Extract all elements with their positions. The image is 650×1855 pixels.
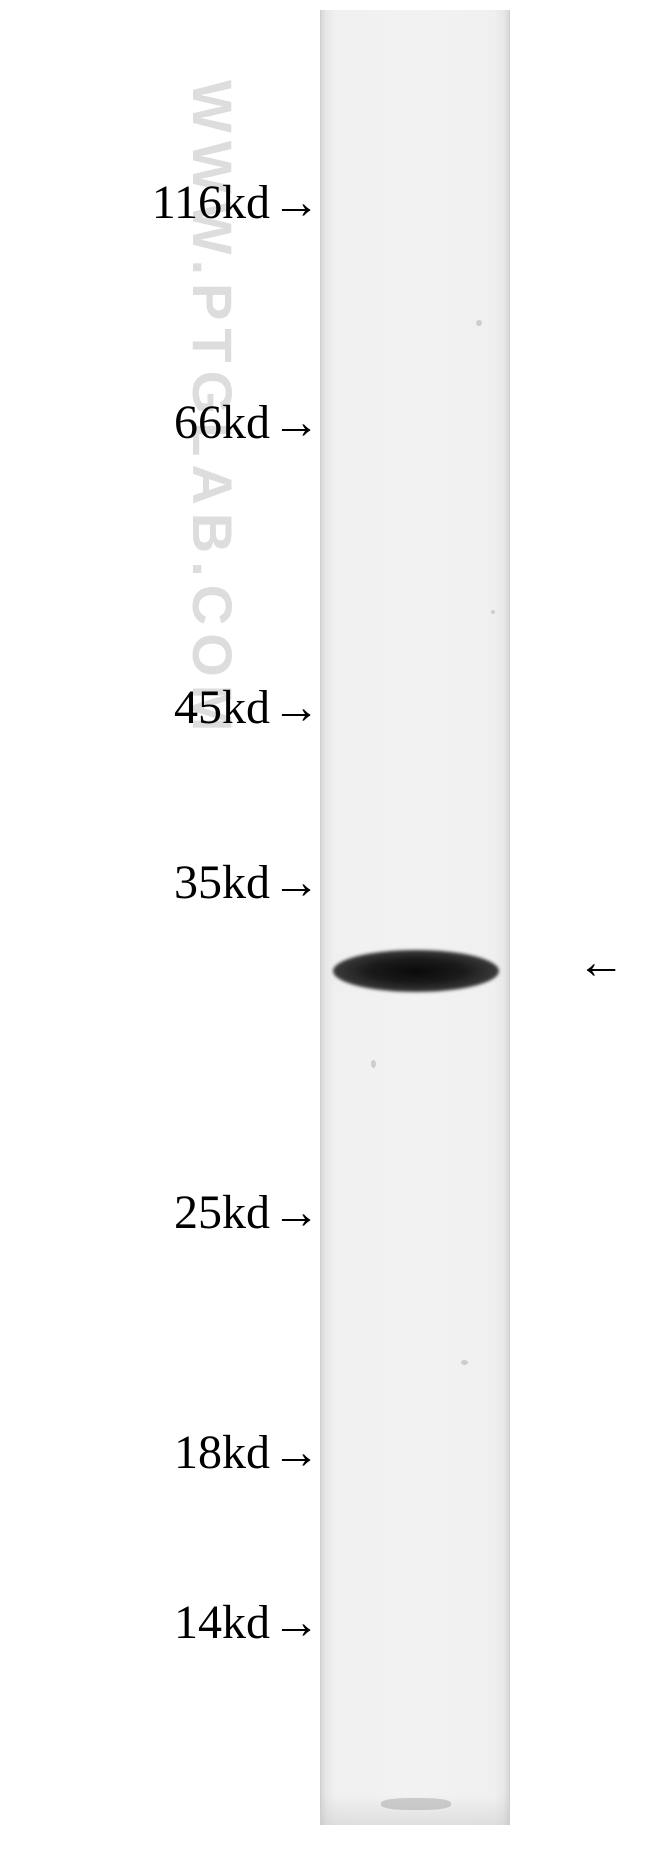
arrow-right-icon: → bbox=[272, 1185, 320, 1240]
arrow-right-icon: → bbox=[272, 1595, 320, 1650]
blot-lane bbox=[320, 10, 510, 1825]
marker-14kd: 14kd→ bbox=[174, 1595, 320, 1650]
band-pointer-arrow: ← bbox=[577, 935, 625, 990]
marker-66kd: 66kd→ bbox=[174, 395, 320, 450]
marker-text: 18kd bbox=[174, 1426, 270, 1479]
speck bbox=[461, 1360, 468, 1365]
speck bbox=[491, 610, 495, 614]
marker-text: 35kd bbox=[174, 856, 270, 909]
marker-35kd: 35kd→ bbox=[174, 855, 320, 910]
marker-text: 66kd bbox=[174, 396, 270, 449]
blot-container: WWW.PTGLAB.COM 116kd→ 66kd→ 45kd→ 35kd→ … bbox=[0, 0, 650, 1855]
marker-45kd: 45kd→ bbox=[174, 680, 320, 735]
marker-text: 14kd bbox=[174, 1596, 270, 1649]
arrow-right-icon: → bbox=[272, 855, 320, 910]
lane-bottom-mark bbox=[381, 1798, 451, 1810]
marker-18kd: 18kd→ bbox=[174, 1425, 320, 1480]
marker-text: 116kd bbox=[152, 176, 270, 229]
marker-text: 25kd bbox=[174, 1186, 270, 1239]
arrow-right-icon: → bbox=[272, 1425, 320, 1480]
arrow-right-icon: → bbox=[272, 175, 320, 230]
arrow-right-icon: → bbox=[272, 395, 320, 450]
arrow-right-icon: → bbox=[272, 680, 320, 735]
speck bbox=[371, 1060, 376, 1068]
protein-band bbox=[333, 950, 499, 992]
marker-116kd: 116kd→ bbox=[152, 175, 320, 230]
speck bbox=[476, 320, 482, 326]
marker-25kd: 25kd→ bbox=[174, 1185, 320, 1240]
marker-text: 45kd bbox=[174, 681, 270, 734]
